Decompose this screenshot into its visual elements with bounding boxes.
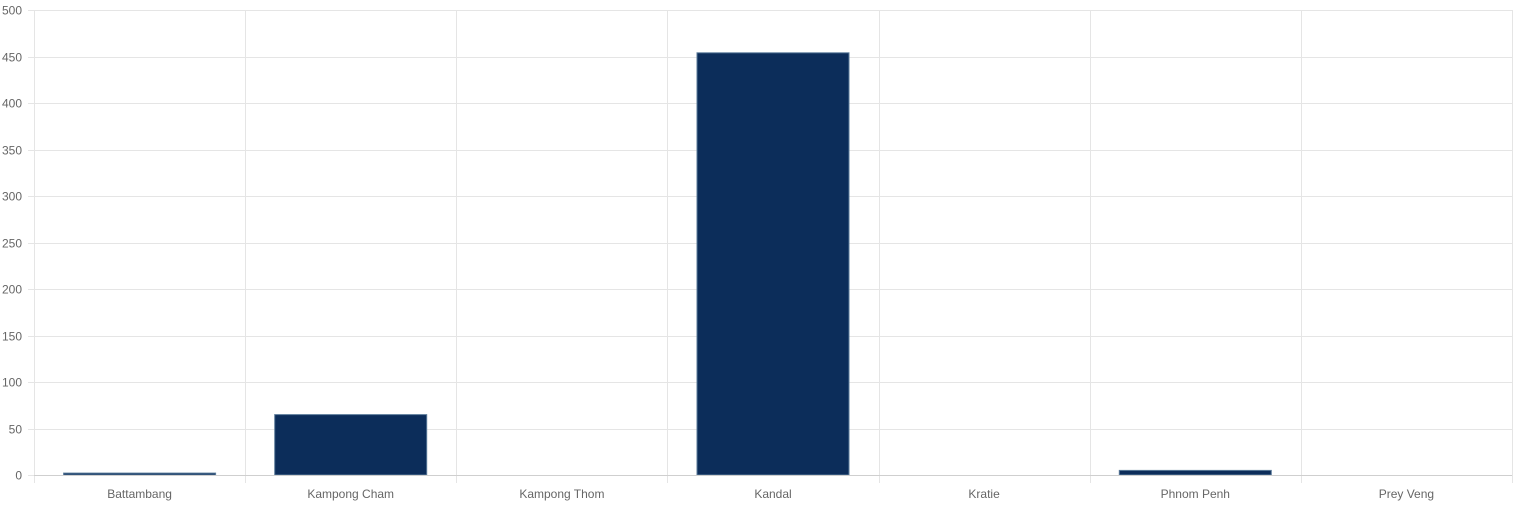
x-tick-label: Phnom Penh — [1161, 487, 1230, 501]
y-tick-label: 0 — [15, 469, 22, 483]
bar-kandal[interactable] — [696, 52, 850, 476]
bar-kampong-cham[interactable] — [274, 414, 428, 476]
y-tick-label: 150 — [2, 330, 22, 344]
bar-battambang[interactable] — [63, 472, 217, 476]
y-tick-label: 50 — [9, 423, 23, 437]
bar-phnom-penh[interactable] — [1118, 469, 1272, 476]
y-tick-label: 200 — [2, 283, 22, 297]
y-tick-label: 100 — [2, 376, 22, 390]
y-tick-label: 350 — [2, 144, 22, 158]
x-tick-label: Kratie — [968, 487, 1000, 501]
y-tick-label: 250 — [2, 237, 22, 251]
x-axis-tick-labels: Battambang Kampong Cham Kampong Thom Kandal… — [107, 487, 1434, 501]
y-tick-label: 400 — [2, 97, 22, 111]
y-axis-tick-labels: 0 50 100 150 200 250 300 350 400 450 500 — [2, 4, 22, 483]
x-tick-label: Kampong Thom — [519, 487, 604, 501]
x-tick-label: Kandal — [754, 487, 791, 501]
bars — [63, 52, 1272, 476]
x-tick-label: Battambang — [107, 487, 172, 501]
y-tick-label: 500 — [2, 4, 22, 18]
y-tick-label: 450 — [2, 51, 22, 65]
x-tick-label: Kampong Cham — [307, 487, 394, 501]
x-tick-label: Prey Veng — [1379, 487, 1434, 501]
y-tick-label: 300 — [2, 190, 22, 204]
